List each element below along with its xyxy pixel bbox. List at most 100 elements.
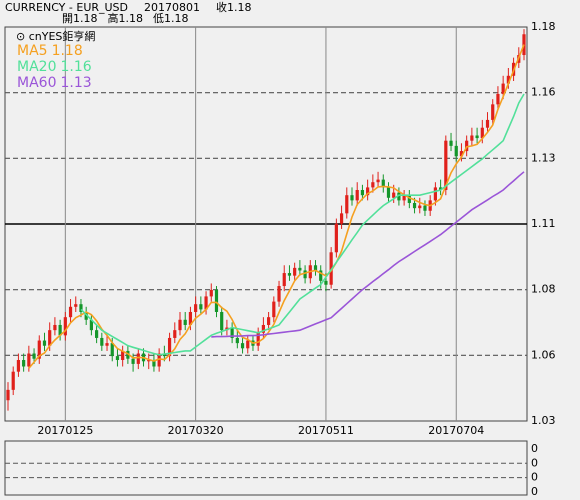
close-label: 收 bbox=[216, 0, 227, 14]
candle-body bbox=[293, 267, 297, 276]
candle-body bbox=[37, 340, 41, 359]
candle-body bbox=[157, 353, 161, 367]
candle-body bbox=[480, 127, 484, 139]
date: 20170801 bbox=[144, 1, 200, 14]
candle-body bbox=[496, 93, 500, 105]
legend-name: MA60 bbox=[17, 75, 56, 91]
ma-line bbox=[80, 93, 525, 356]
candle-body bbox=[79, 304, 83, 312]
y-tick-label: 1.08 bbox=[531, 283, 556, 296]
legend-value: 1.13 bbox=[60, 75, 91, 91]
candle-body bbox=[412, 202, 417, 209]
candle-body bbox=[100, 337, 104, 346]
candle-body bbox=[256, 332, 260, 346]
candle-body bbox=[214, 289, 219, 312]
candle-body bbox=[183, 319, 187, 325]
candle-body bbox=[501, 83, 505, 94]
candle-body bbox=[209, 289, 213, 297]
legend-name: MA5 bbox=[17, 43, 48, 59]
candle-body bbox=[173, 330, 177, 338]
candle-body bbox=[402, 195, 406, 201]
candle-body bbox=[204, 296, 208, 310]
sub-frame bbox=[4, 440, 528, 496]
y-tick-label: 0 bbox=[531, 471, 538, 484]
candle-body bbox=[485, 119, 490, 128]
candle-body bbox=[11, 371, 15, 390]
candle-body bbox=[63, 317, 67, 336]
ma-line bbox=[28, 44, 525, 369]
x-tick-label: 20170704 bbox=[428, 424, 484, 437]
candle-body bbox=[267, 317, 271, 325]
candle-body bbox=[465, 140, 469, 152]
candle-body bbox=[84, 311, 88, 320]
candle-body bbox=[376, 179, 380, 183]
candle-body bbox=[459, 151, 464, 157]
candle-body bbox=[454, 145, 458, 157]
candle-body bbox=[188, 311, 193, 325]
candle-body bbox=[194, 304, 198, 312]
candle-body bbox=[48, 330, 52, 346]
candle-body bbox=[199, 304, 203, 310]
candle-body bbox=[439, 187, 443, 190]
low-label: 低 bbox=[153, 12, 164, 25]
candle-body bbox=[42, 340, 47, 346]
candle-body bbox=[105, 343, 109, 346]
candle-body bbox=[136, 353, 140, 364]
candle-body bbox=[32, 353, 36, 359]
candle-body bbox=[240, 343, 245, 349]
candle-body bbox=[121, 350, 125, 361]
legend-entry: MA60 1.13 bbox=[17, 75, 92, 91]
y-tick-label: 1.03 bbox=[531, 414, 556, 427]
candle-body bbox=[298, 267, 302, 271]
candle-body bbox=[418, 205, 422, 209]
open-value: 1.18 bbox=[73, 12, 98, 25]
y-tick-label: 0 bbox=[531, 485, 538, 498]
candle-body bbox=[324, 280, 328, 285]
candle-body bbox=[115, 356, 120, 361]
candle-body bbox=[407, 195, 411, 203]
y-tick-label: 1.06 bbox=[531, 348, 556, 361]
ma-line bbox=[211, 171, 525, 338]
candle-body bbox=[147, 360, 151, 362]
candle-body bbox=[152, 360, 156, 367]
candle-body bbox=[392, 192, 396, 198]
candle-body bbox=[110, 343, 114, 357]
high-value: 1.18 bbox=[119, 12, 144, 25]
candle-body bbox=[350, 195, 354, 201]
watermark: ⊙ cnYES鉅亨網 bbox=[16, 29, 95, 43]
legend-entry: MA20 1.16 bbox=[17, 59, 92, 75]
x-tick-label: 20170511 bbox=[298, 424, 354, 437]
candle-body bbox=[334, 223, 338, 253]
candle-body bbox=[68, 306, 73, 318]
candle-body bbox=[444, 140, 448, 190]
open-label: 開 bbox=[62, 12, 73, 25]
y-tick-label: 1.16 bbox=[531, 86, 556, 99]
candle-body bbox=[313, 265, 318, 271]
candle-body bbox=[277, 286, 281, 302]
candle-body bbox=[246, 340, 250, 349]
candle-body bbox=[491, 104, 495, 120]
candle-body bbox=[381, 179, 385, 188]
candle-body bbox=[27, 353, 31, 367]
candle-body bbox=[360, 189, 365, 196]
y-tick-label: 0 bbox=[531, 442, 538, 455]
candle-body bbox=[16, 360, 21, 372]
y-tick-label: 0 bbox=[531, 456, 538, 469]
candle-body bbox=[131, 358, 135, 364]
candle-body bbox=[355, 189, 359, 201]
high-label: 高 bbox=[108, 11, 119, 25]
x-tick-label: 20170125 bbox=[37, 424, 93, 437]
candle-body bbox=[303, 270, 307, 279]
candle-body bbox=[475, 135, 479, 139]
candle-body bbox=[126, 350, 130, 359]
candle-body bbox=[261, 324, 265, 333]
header-row2: 開1.18 高1.18 低1.18 bbox=[62, 11, 189, 25]
candle-body bbox=[319, 270, 323, 281]
candle-body bbox=[371, 182, 375, 188]
candle-body bbox=[235, 337, 239, 344]
legend-name: MA20 bbox=[17, 59, 56, 75]
candle-body bbox=[386, 187, 391, 198]
candle-body bbox=[178, 319, 182, 331]
candle-body bbox=[272, 301, 276, 318]
y-tick-label: 1.18 bbox=[531, 20, 556, 33]
